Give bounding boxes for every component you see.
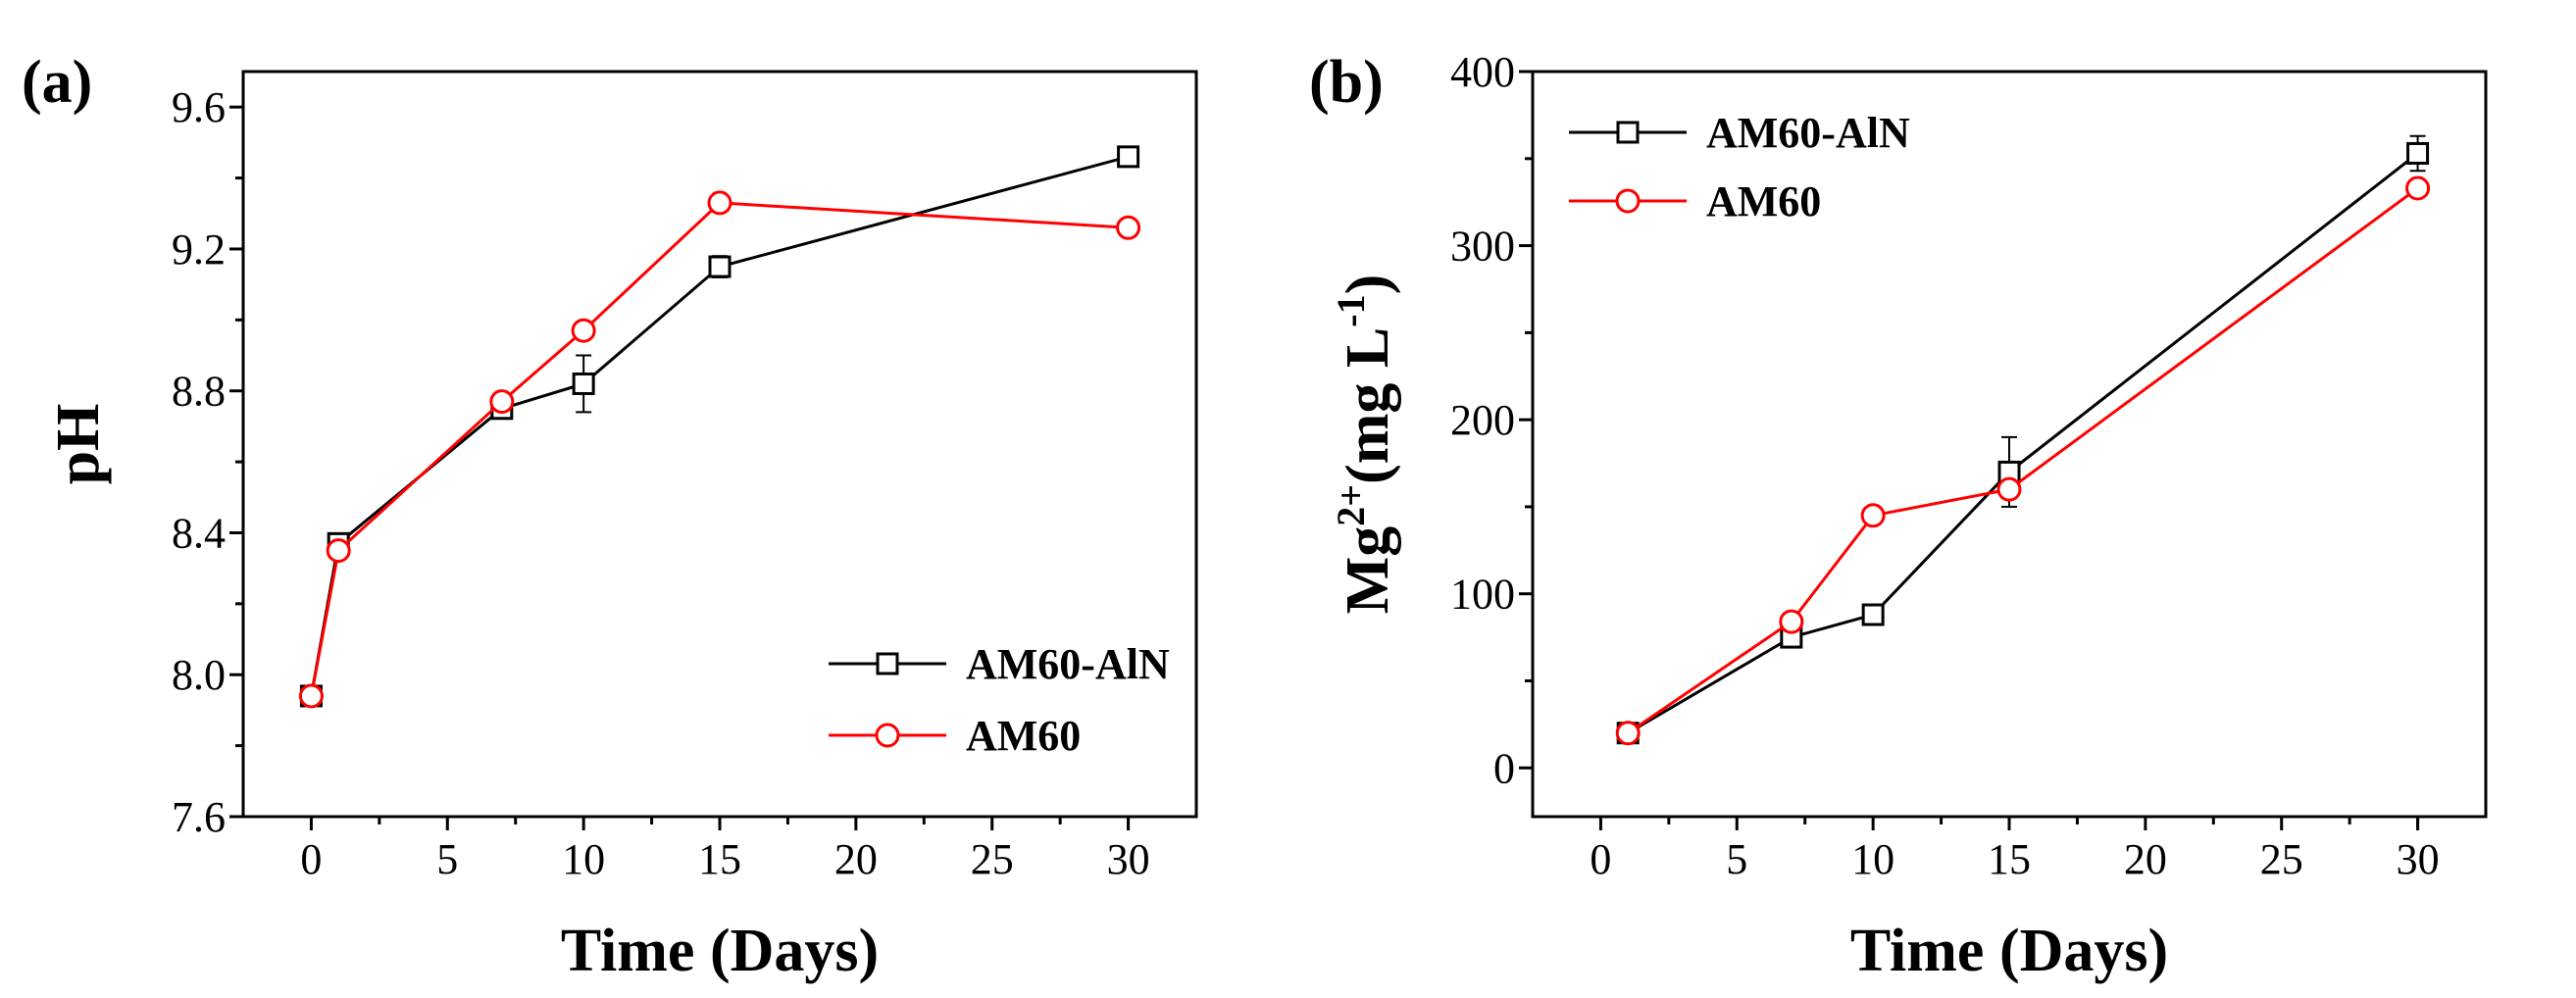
series-line-0: [1627, 152, 2419, 735]
x-tick-label: 10: [1851, 835, 1894, 883]
x-tick-label: 10: [562, 835, 605, 883]
panel-a-ticks: 0 5 10 15 20 25 30 7.6 8.0 8.4 8.8 9.2 9.6: [172, 83, 1150, 883]
y-tick-label: 400: [1450, 48, 1515, 96]
data-point-circle: [1615, 721, 1641, 746]
x-tick-label: 20: [834, 835, 878, 883]
ylabel-sup-charge: 2+: [1329, 484, 1373, 526]
panel-a-legend-item-am60-alN: AM60-AlN: [829, 640, 1170, 688]
data-point-circle: [707, 190, 732, 216]
panel-b-legend-label-1: AM60: [1706, 177, 1821, 225]
data-point-square: [1861, 603, 1885, 626]
data-point-circle: [1116, 215, 1141, 240]
x-tick-label: 25: [971, 835, 1014, 883]
panel-a-xlabel: Time (Days): [561, 918, 879, 984]
panel-b-ylabel: Mg2+(mg L-1): [1329, 274, 1401, 614]
y-tick-label: 8.4: [172, 509, 226, 557]
data-point-circle: [326, 538, 351, 564]
data-point-circle: [571, 318, 596, 343]
data-point-square: [708, 255, 732, 278]
y-tick-label: 7.6: [172, 793, 226, 841]
x-tick-label: 15: [1988, 835, 2031, 883]
panel-a-legend-label-1: AM60: [966, 712, 1081, 760]
y-tick-label: 300: [1450, 223, 1515, 271]
x-tick-label: 0: [300, 835, 322, 883]
x-tick-label: 0: [1590, 835, 1611, 883]
x-tick-label: 5: [436, 835, 458, 883]
legend-square-marker: [876, 652, 899, 675]
panel-b-series: [1615, 134, 2431, 746]
ylabel-mg: Mg: [1335, 526, 1401, 615]
panel-a-series: [298, 145, 1141, 709]
ylabel-unit: (mg L: [1335, 327, 1401, 484]
panel-b-xlabel: Time (Days): [1850, 918, 2168, 984]
y-tick-label: 9.2: [172, 225, 226, 274]
series-line-1: [309, 201, 1129, 697]
y-tick-label: 8.0: [172, 651, 226, 699]
data-point-circle: [298, 683, 324, 709]
data-point-circle: [1996, 476, 2022, 502]
data-point-square: [2406, 141, 2430, 165]
panel-a-ylabel: pH: [45, 404, 112, 485]
y-tick-label: 200: [1450, 396, 1515, 444]
panel-b-label: (b): [1309, 49, 1384, 116]
y-tick-label: 8.8: [172, 368, 226, 416]
data-point-square: [572, 372, 595, 395]
x-tick-label: 30: [2397, 835, 2440, 883]
data-point-circle: [2405, 175, 2431, 201]
panel-a-label: (a): [22, 49, 92, 116]
legend-circle-marker: [875, 723, 900, 748]
panel-a-legend: AM60-AlN AM60: [829, 640, 1170, 760]
data-point-circle: [1779, 609, 1804, 634]
ylabel-close: ): [1335, 274, 1401, 295]
panel-b-legend: AM60-AlN AM60: [1569, 109, 1910, 225]
legend-circle-marker: [1615, 188, 1641, 214]
panel-b-legend-item-am60: AM60: [1569, 177, 1821, 225]
panel-a-legend-label-0: AM60-AlN: [966, 640, 1170, 688]
y-tick-label: 9.6: [172, 83, 226, 131]
y-tick-label: 100: [1450, 571, 1515, 619]
data-point-circle: [1860, 503, 1886, 528]
y-tick-label: 0: [1493, 744, 1515, 792]
ylabel-sup-exp: -1: [1329, 294, 1373, 326]
panel-a: (a) 0 5 10 15 20 25 30 7.6 8.0 8.4 8.8 9.2 9.6 Time …: [22, 49, 1198, 984]
panel-b-legend-item-am60-alN: AM60-AlN: [1569, 109, 1910, 157]
x-tick-label: 15: [698, 835, 741, 883]
legend-square-marker: [1616, 121, 1640, 144]
panel-a-legend-item-am60: AM60: [829, 712, 1081, 760]
x-tick-label: 20: [2124, 835, 2167, 883]
x-tick-label: 30: [1107, 835, 1150, 883]
series-line-0: [309, 155, 1129, 697]
x-tick-label: 25: [2260, 835, 2303, 883]
panel-b-legend-label-0: AM60-AlN: [1706, 109, 1910, 157]
data-point-circle: [489, 389, 515, 415]
x-tick-label: 5: [1726, 835, 1747, 883]
panel-a-plot-frame: [241, 70, 1198, 819]
data-point-square: [1117, 145, 1140, 169]
